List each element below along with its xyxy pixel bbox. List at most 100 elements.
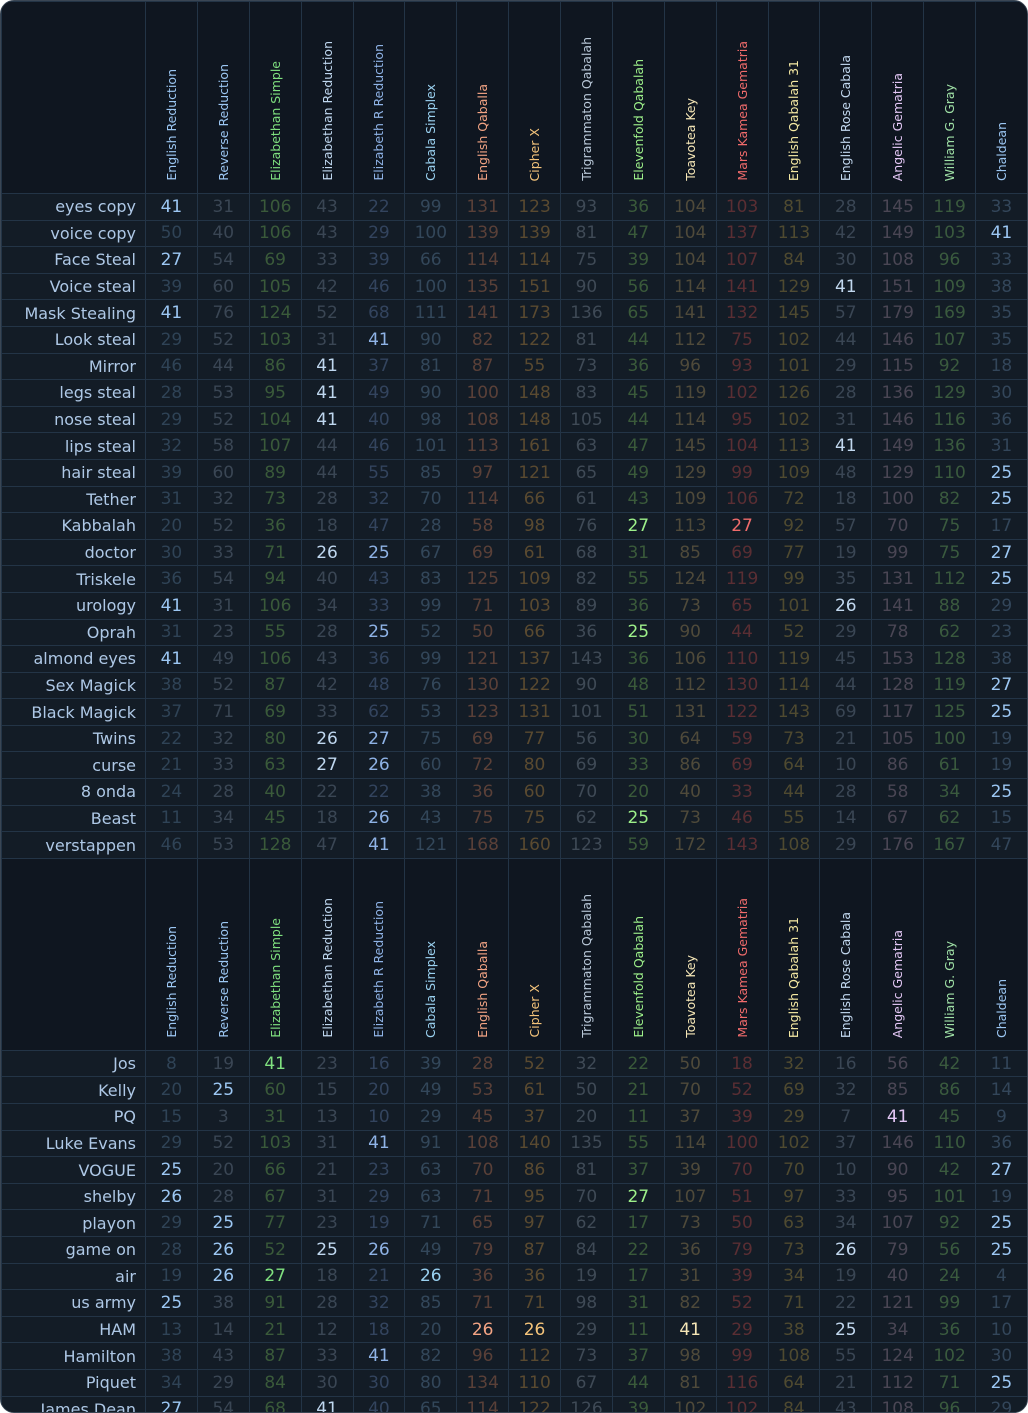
value-cell: 31 [663,1262,717,1291]
value-cell: 28 [300,485,354,514]
value-cell: 57 [819,512,873,540]
value-cell-highlight: 41 [352,1342,406,1370]
value-cell: 14 [819,804,873,833]
value-cell: 131 [871,565,925,593]
value-cell-highlight: 27 [715,512,769,540]
row-label: lips steal [1,432,146,460]
value-cell: 93 [560,193,613,221]
value-cell: 103 [248,325,302,354]
column-header-label: Elizabethan Reduction [319,41,335,181]
value-cell: 105 [560,405,613,434]
value-cell: 53 [456,1076,510,1105]
value-cell-highlight: 41 [663,1315,717,1344]
value-cell: 73 [663,804,717,833]
value-cell: 89 [560,591,613,620]
value-cell: 87 [508,1236,561,1264]
value-cell: 69 [456,724,510,753]
value-cell: 104 [715,432,769,460]
value-cell: 20 [352,1076,406,1105]
column-header: Cabala Simplex [404,1,458,194]
column-header: English Qaballa [456,857,510,1051]
value-cell: 58 [456,512,510,540]
value-cell: 105 [248,272,302,301]
column-header-label: English Rose Cabala [838,911,854,1038]
value-cell: 81 [767,193,821,221]
value-cell: 81 [663,1368,717,1397]
value-cell: 102 [923,1342,976,1370]
value-cell: 31 [611,1289,665,1317]
value-cell: 30 [819,246,873,274]
table-row: nose steal 29 52 104 41 40 98 108 148 105 44 114 95 1… [1,405,1027,434]
value-cell: 18 [715,1049,769,1078]
value-cell: 45 [923,1103,976,1131]
value-cell: 35 [819,565,873,593]
value-cell: 146 [871,405,925,434]
value-cell: 46 [145,831,198,859]
row-label: Beast [1,804,146,833]
value-cell: 81 [560,219,613,248]
value-cell: 173 [508,299,561,327]
column-header: Cipher X [508,857,561,1051]
value-cell: 116 [923,405,976,434]
value-cell: 95 [508,1182,561,1211]
value-cell-highlight: 27 [300,751,354,780]
value-cell: 34 [819,1209,873,1237]
value-cell: 17 [611,1262,665,1291]
row-label: Look steal [1,325,146,354]
value-cell: 28 [145,379,198,407]
value-cell: 22 [300,778,354,806]
value-cell: 114 [663,1129,717,1158]
value-cell: 95 [715,405,769,434]
value-cell: 58 [871,778,925,806]
value-cell-highlight: 27 [975,538,1027,567]
value-cell: 36 [456,778,510,806]
value-cell: 84 [248,1368,302,1397]
value-cell: 69 [715,538,769,567]
value-cell: 97 [508,1209,561,1237]
value-cell: 28 [145,1236,198,1264]
value-cell: 168 [456,831,510,859]
value-cell: 42 [923,1156,976,1184]
table-row: lips steal 32 58 107 44 46 101 113 161 63 47 145 104… [1,432,1027,460]
value-cell: 39 [352,246,406,274]
value-cell: 114 [663,272,717,301]
row-label: game on [1,1236,146,1264]
value-cell: 126 [767,379,821,407]
value-cell-highlight: 25 [145,1289,198,1317]
value-cell: 65 [404,1395,458,1412]
value-cell: 37 [611,1342,665,1370]
value-cell: 49 [611,458,665,487]
value-cell-highlight: 41 [300,405,354,434]
value-cell: 23 [300,1209,354,1237]
value-cell: 30 [611,724,665,753]
column-header-label: Elizabeth R Reduction [371,901,387,1038]
value-cell: 106 [663,645,717,673]
value-cell: 40 [663,778,717,806]
column-header: Chaldean [975,857,1027,1051]
value-cell: 50 [456,618,510,647]
table-row: Kabbalah 20 52 36 18 47 28 58 98 76 27 113 27 92 57 70 7… [1,512,1027,540]
value-cell: 102 [767,325,821,354]
value-cell: 37 [508,1103,561,1131]
value-cell: 61 [560,485,613,514]
value-cell: 112 [508,1342,561,1370]
value-cell: 106 [248,219,302,248]
value-cell: 34 [871,1315,925,1344]
value-cell: 107 [923,325,976,354]
value-cell: 143 [715,831,769,859]
value-cell-highlight: 26 [819,591,873,620]
value-cell: 63 [404,1156,458,1184]
value-cell: 29 [145,405,198,434]
table-row: PQ 15 3 31 13 10 29 45 37 20 11 37 39 29 7 41 45 9 [1,1103,1027,1131]
value-cell: 52 [508,1049,561,1078]
value-cell: 62 [352,698,406,726]
column-header: Angelic Gematria [871,857,925,1051]
row-label: Kelly [1,1076,146,1105]
value-cell: 135 [560,1129,613,1158]
value-cell: 92 [923,352,976,381]
value-cell: 128 [923,645,976,673]
value-cell: 99 [404,193,458,221]
value-cell: 40 [196,219,250,248]
value-cell: 63 [767,1209,821,1237]
